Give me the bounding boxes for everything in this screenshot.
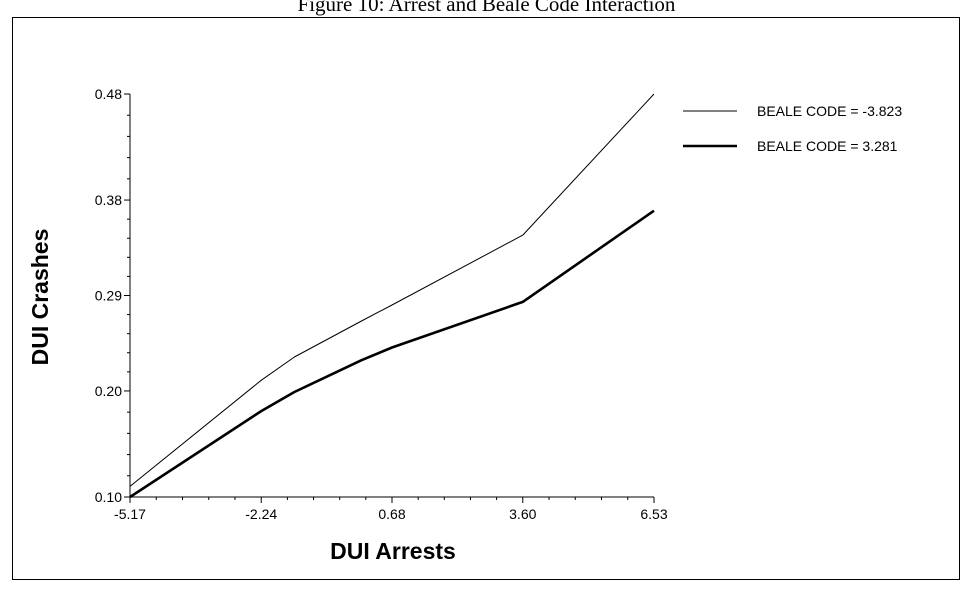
chart-frame	[12, 17, 960, 580]
x-tick-label: -2.24	[245, 506, 277, 522]
y-tick-label: 0.48	[95, 86, 122, 102]
legend-label-1: BEALE CODE = -3.823	[757, 103, 902, 119]
chart-title: Figure 10: Arrest and Beale Code Interac…	[297, 0, 676, 16]
x-axis-title: DUI Arrests	[330, 538, 456, 564]
legend-label-2: BEALE CODE = 3.281	[757, 138, 898, 154]
series-line-2	[129, 209, 655, 499]
y-tick-label: 0.38	[95, 192, 122, 208]
y-tick-label: 0.20	[95, 383, 122, 399]
ticks: 0.10 0.20 0.29 0.38 0.48 -5.17 -2.24 0.68 3.60 6.…	[95, 86, 668, 522]
axes	[129, 94, 654, 498]
series-line-1	[129, 93, 655, 487]
y-axis-title: DUI Crashes	[27, 229, 53, 366]
series-lines	[129, 93, 655, 499]
legend: BEALE CODE = -3.823 BEALE CODE = 3.281	[683, 103, 902, 154]
x-tick-label: -5.17	[114, 506, 146, 522]
x-tick-label: 6.53	[640, 506, 667, 522]
x-tick-label: 3.60	[509, 506, 536, 522]
x-tick-label: 0.68	[378, 506, 405, 522]
y-tick-label: 0.29	[95, 288, 122, 304]
y-tick-label: 0.10	[95, 489, 122, 505]
